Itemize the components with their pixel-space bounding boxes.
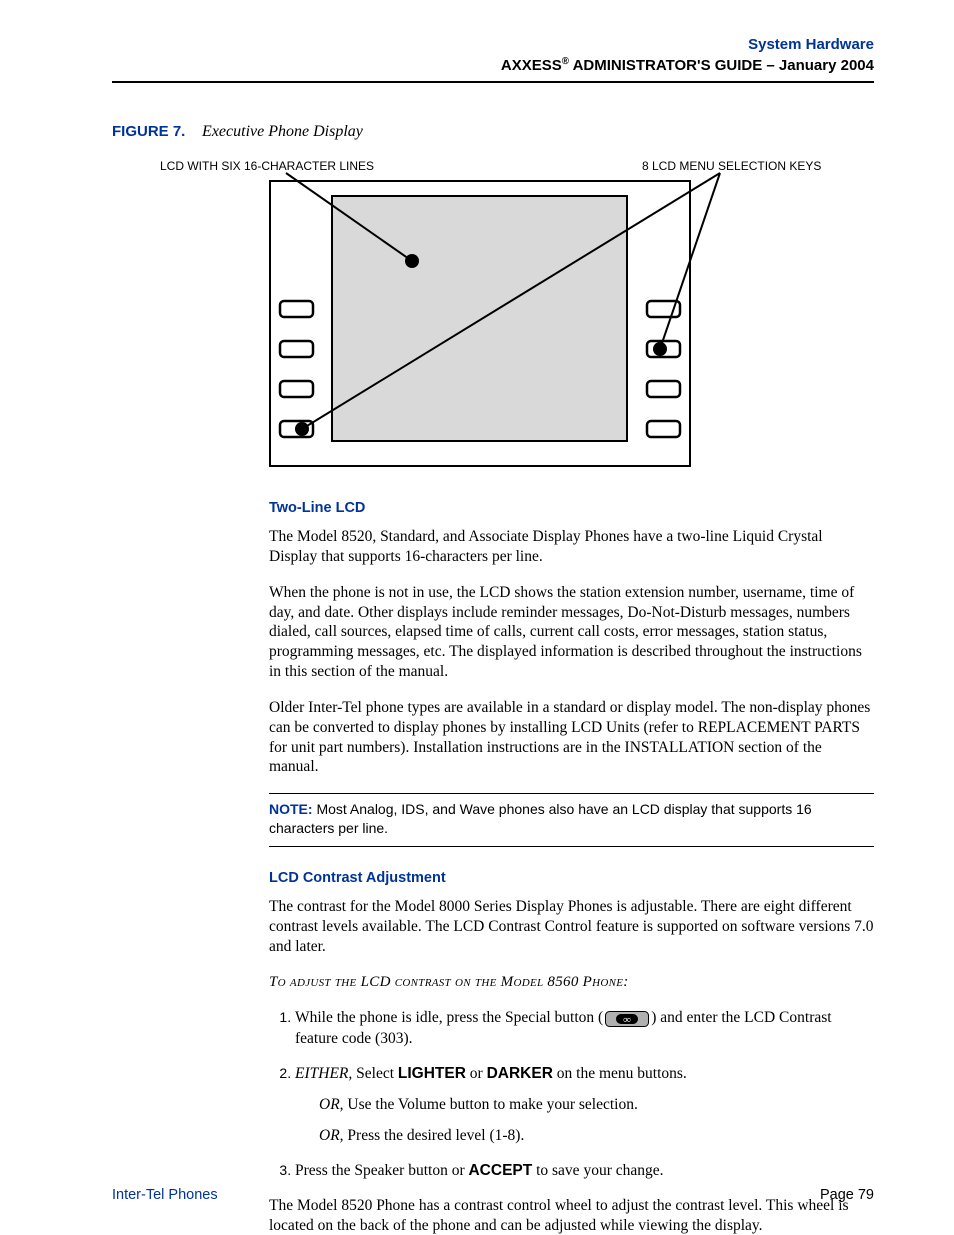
para: When the phone is not in use, the LCD sh… <box>269 583 874 682</box>
heading-two-line-lcd: Two-Line LCD <box>269 499 874 518</box>
svg-text:∞: ∞ <box>623 1014 631 1026</box>
body-content: Two-Line LCD The Model 8520, Standard, a… <box>269 499 874 1235</box>
header-section: System Hardware <box>112 35 874 55</box>
page-header: System Hardware AXXESS® ADMINISTRATOR'S … <box>112 35 874 77</box>
figure-caption: FIGURE 7. Executive Phone Display <box>112 123 874 141</box>
special-button-icon: ∞ <box>605 1011 649 1027</box>
phone-diagram-svg <box>112 151 874 471</box>
note-text: Most Analog, IDS, and Wave phones also h… <box>269 801 812 836</box>
para: Older Inter-Tel phone types are availabl… <box>269 698 874 777</box>
figure-diagram: LCD WITH SIX 16-CHARACTER LINES 8 LCD ME… <box>112 151 874 481</box>
step-2: EITHER, Select LIGHTER or DARKER on the … <box>295 1064 874 1147</box>
footer-left: Inter-Tel Phones <box>112 1187 218 1203</box>
note-box: NOTE: Most Analog, IDS, and Wave phones … <box>269 793 874 847</box>
procedure-title: To adjust the LCD contrast on the Model … <box>269 973 874 992</box>
header-rule <box>112 81 874 83</box>
para: The Model 8520, Standard, and Associate … <box>269 527 874 567</box>
heading-lcd-contrast: LCD Contrast Adjustment <box>269 869 874 888</box>
footer-right: Page 79 <box>820 1187 874 1203</box>
figure-title: Executive Phone Display <box>202 123 363 140</box>
document-page: System Hardware AXXESS® ADMINISTRATOR'S … <box>0 0 954 1235</box>
note-label: NOTE: <box>269 801 313 817</box>
figure-number: FIGURE 7. <box>112 123 185 140</box>
step-2-or2: OR, Press the desired level (1-8). <box>319 1126 874 1147</box>
page-footer: Inter-Tel Phones Page 79 <box>112 1187 874 1203</box>
step-2-or1: OR, Use the Volume button to make your s… <box>319 1095 874 1116</box>
step-1: While the phone is idle, press the Speci… <box>295 1008 874 1050</box>
header-guide: AXXESS® ADMINISTRATOR'S GUIDE – January … <box>112 55 874 76</box>
para: The contrast for the Model 8000 Series D… <box>269 897 874 956</box>
procedure-steps: While the phone is idle, press the Speci… <box>269 1008 874 1182</box>
step-3: Press the Speaker button or ACCEPT to sa… <box>295 1161 874 1182</box>
